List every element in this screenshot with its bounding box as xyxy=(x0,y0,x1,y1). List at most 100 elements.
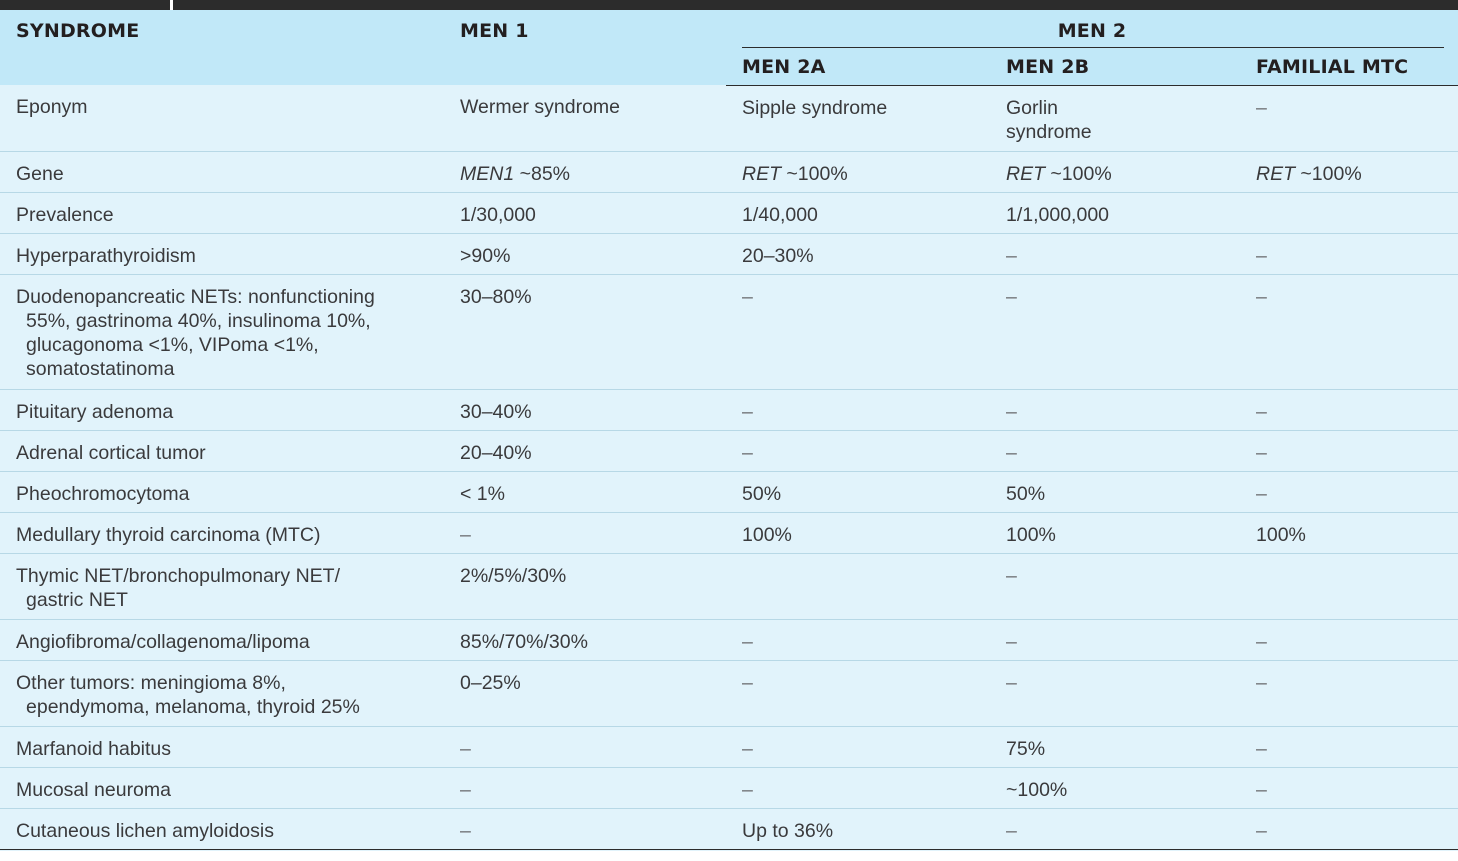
cell-value: – xyxy=(1256,630,1267,653)
cell-value: 20–30% xyxy=(742,244,814,267)
cell-men2b: – xyxy=(990,553,1240,620)
header-row-2: MEN 2A MEN 2B FAMILIAL MTC xyxy=(0,48,1458,86)
cell-men1: 1/30,000 xyxy=(444,192,726,234)
cell-value: 0–25% xyxy=(460,671,521,694)
cell-value: – xyxy=(1256,441,1267,464)
cell-men1: – xyxy=(444,512,726,554)
header-row-1: SYNDROME MEN 1 MEN 2 xyxy=(0,10,1458,85)
header-men2: MEN 2 xyxy=(726,10,1458,48)
table-row: Thymic NET/bronchopulmonary NET/gastric … xyxy=(0,553,1458,620)
cell-value: – xyxy=(1006,564,1017,587)
top-rule-left xyxy=(0,0,170,10)
cell-familial-mtc: – xyxy=(1240,767,1458,809)
cell-value: – xyxy=(1256,819,1267,842)
cell-men1: – xyxy=(444,767,726,809)
cell-familial-mtc: – xyxy=(1240,430,1458,472)
cell-men1: 0–25% xyxy=(444,660,726,727)
cell-value: – xyxy=(742,441,753,464)
cell-men1: 2%/5%/30% xyxy=(444,553,726,620)
header-syndrome: SYNDROME xyxy=(0,10,444,85)
cell-men1: – xyxy=(444,726,726,768)
cell-value: 50% xyxy=(742,482,782,505)
men-syndrome-table: SYNDROME MEN 1 MEN 2 MEN 2A MEN 2B FAMIL… xyxy=(0,10,1458,850)
cell-value: – xyxy=(1006,244,1017,267)
row-label-line: Gene xyxy=(16,162,64,185)
cell-value: – xyxy=(1256,285,1267,308)
cell-value: Up to 36% xyxy=(742,819,834,842)
cell-men1: >90% xyxy=(444,233,726,275)
cell-value: Wermer syndrome xyxy=(460,96,621,118)
cell-familial-mtc: – xyxy=(1240,660,1458,727)
cell-value: – xyxy=(1006,400,1017,423)
table-body: Eponym Wermer syndrome Sipple syndrome Gorl… xyxy=(0,85,1458,850)
cell-value: – xyxy=(742,778,753,801)
row-label-line: ependymoma, melanoma, thyroid 25% xyxy=(26,695,360,718)
table-row: Cutaneous lichen amyloidosis – Up to 36% – – xyxy=(0,808,1458,850)
table-row: Angiofibroma/collagenoma/lipoma 85%/70%/3… xyxy=(0,619,1458,661)
cell-value: – xyxy=(1256,737,1267,760)
header-men2a: MEN 2A xyxy=(726,48,990,86)
table-row: Prevalence 1/30,000 1/40,000 1/1,000,000 xyxy=(0,192,1458,234)
cell-men2a: – xyxy=(726,767,990,809)
cell-value: – xyxy=(460,523,471,546)
cell-value: – xyxy=(742,737,753,760)
cell-men2a: – xyxy=(726,619,990,661)
cell-men2a: – xyxy=(726,660,990,727)
cell-men2a: – xyxy=(726,726,990,768)
cell-value: 50% xyxy=(1006,482,1046,505)
row-label-line: glucagonoma <1%, VIPoma <1%, xyxy=(26,333,319,356)
row-label: Thymic NET/bronchopulmonary NET/gastric … xyxy=(0,553,444,620)
cell-value: – xyxy=(1006,441,1017,464)
row-label-line: Hyperparathyroidism xyxy=(16,244,196,267)
cell-value: 1/30,000 xyxy=(460,203,536,226)
cell-men2b: – xyxy=(990,389,1240,431)
cell-value: 20–40% xyxy=(460,441,532,464)
cell-familial-mtc xyxy=(1240,553,1458,620)
table-row: Other tumors: meningioma 8%, ependymoma, … xyxy=(0,660,1458,727)
cell-value: ~100% xyxy=(1045,162,1112,185)
row-label-line: Pheochromocytoma xyxy=(16,482,190,505)
cell-value: – xyxy=(742,671,753,694)
cell-value: – xyxy=(1006,819,1017,842)
row-label-line: Angiofibroma/collagenoma/lipoma xyxy=(16,630,310,653)
row-label-line: 55%, gastrinoma 40%, insulinoma 10%, xyxy=(26,309,371,332)
row-label: Gene xyxy=(0,151,444,193)
cell-men1: MEN1 ~85% xyxy=(444,151,726,193)
cell-value: 1/40,000 xyxy=(742,203,818,226)
row-label-line: Cutaneous lichen amyloidosis xyxy=(16,819,274,842)
cell-value: – xyxy=(1256,671,1267,694)
top-rule-right xyxy=(173,0,1458,10)
cell-value: – xyxy=(1256,482,1267,505)
gene-name: RET xyxy=(1006,162,1045,185)
table-row: Duodenopancreatic NETs: nonfunctioning 55… xyxy=(0,274,1458,390)
cell-men1: < 1% xyxy=(444,471,726,513)
cell-value: – xyxy=(742,285,753,308)
cell-value: – xyxy=(1006,285,1017,308)
cell-men2b: – xyxy=(990,619,1240,661)
cell-value: 75% xyxy=(1006,737,1046,760)
cell-men2a: 20–30% xyxy=(726,233,990,275)
row-label-line: Duodenopancreatic NETs: nonfunctioning xyxy=(16,285,375,308)
cell-men2a: Up to 36% xyxy=(726,808,990,850)
cell-men2b: Gorlin syndrome xyxy=(990,85,1240,152)
cell-value: – xyxy=(460,819,471,842)
cell-value: ~85% xyxy=(514,162,571,185)
row-label-line: Eponym xyxy=(16,96,88,118)
cell-familial-mtc: – xyxy=(1240,471,1458,513)
cell-men2a: – xyxy=(726,430,990,472)
cell-men2b: 1/1,000,000 xyxy=(990,192,1240,234)
table-header: SYNDROME MEN 1 MEN 2 MEN 2A MEN 2B FAMIL… xyxy=(0,10,1458,86)
row-label-line: Pituitary adenoma xyxy=(16,400,174,423)
cell-value: 85%/70%/30% xyxy=(460,630,588,653)
header-familial-mtc: FAMILIAL MTC xyxy=(1240,48,1458,86)
cell-men2b: 100% xyxy=(990,512,1240,554)
cell-men2b: ~100% xyxy=(990,767,1240,809)
cell-value: – xyxy=(742,630,753,653)
table-row: Eponym Wermer syndrome Sipple syndrome Gorl… xyxy=(0,85,1458,152)
cell-value: 30–40% xyxy=(460,400,532,423)
cell-value: 100% xyxy=(1256,523,1306,546)
cell-familial-mtc: – xyxy=(1240,726,1458,768)
cell-value: 2%/5%/30% xyxy=(460,564,567,587)
cell-value: – xyxy=(1256,400,1267,423)
row-label: Cutaneous lichen amyloidosis xyxy=(0,808,444,850)
